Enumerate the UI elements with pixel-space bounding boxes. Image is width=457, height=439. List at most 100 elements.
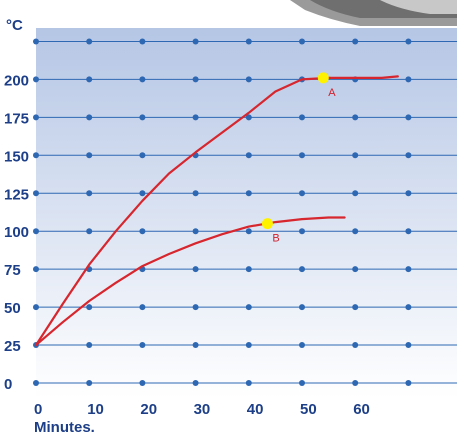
grid-dot: [405, 380, 412, 386]
grid-dot: [139, 380, 146, 386]
x-tick-label: 30: [194, 401, 211, 418]
grid-dot: [33, 266, 39, 273]
grid-dot: [139, 342, 146, 349]
grid-dot: [86, 304, 93, 311]
grid-dot: [245, 152, 252, 159]
grid-dot: [405, 76, 412, 83]
grid-dot: [405, 38, 412, 45]
y-tick-label: 100: [4, 224, 29, 241]
grid-dot: [245, 266, 252, 273]
grid-dot: [405, 190, 412, 197]
grid-dot: [192, 228, 199, 235]
grid-dot: [352, 228, 359, 235]
grid-dot: [245, 342, 252, 349]
grid-dot: [86, 228, 93, 235]
y-tick-label: 125: [4, 186, 29, 203]
x-axis-unit-label: Minutes.: [34, 419, 95, 436]
x-tick-label: 50: [300, 401, 317, 418]
x-tick-label: 0: [34, 401, 42, 418]
grid-dot: [299, 152, 305, 159]
grid-dot: [139, 304, 146, 311]
grid-dot: [192, 38, 199, 45]
grid-dot: [245, 38, 252, 45]
grid-dot: [245, 76, 252, 83]
grid-dot: [299, 380, 305, 386]
grid-dot: [33, 228, 39, 235]
grid-dot: [245, 380, 252, 386]
grid-dot: [352, 380, 359, 386]
grid-dot: [245, 114, 252, 121]
grid-dot: [245, 190, 252, 197]
grid-dot: [299, 342, 305, 349]
grid-dot: [192, 190, 199, 197]
grid-dot: [405, 228, 412, 235]
grid-dot: [405, 342, 412, 349]
x-tick-label: 10: [87, 401, 104, 418]
y-tick-label: 50: [4, 300, 21, 317]
grid-dot: [192, 76, 199, 83]
grid-dot: [299, 304, 305, 311]
y-axis-unit-label: °C: [6, 17, 23, 34]
point-marker-a: [317, 72, 329, 84]
grid-dot: [192, 304, 199, 311]
grid-dot: [299, 228, 305, 235]
grid-dot: [245, 304, 252, 311]
grid-dot: [299, 190, 305, 197]
grid-dot: [86, 38, 93, 45]
grid-dot: [33, 304, 39, 311]
x-tick-label: 20: [140, 401, 157, 418]
annotations: AB: [261, 72, 336, 245]
grid-dot: [352, 190, 359, 197]
grid-dot: [299, 266, 305, 273]
grid-dot: [86, 342, 93, 349]
y-tick-label: 200: [4, 72, 29, 89]
grid-dot: [86, 380, 93, 386]
grid-dot: [352, 114, 359, 121]
grid-dot: [139, 114, 146, 121]
grid-dot: [33, 380, 39, 386]
grid-dot: [192, 342, 199, 349]
point-marker-b: [261, 218, 273, 230]
series-line-2: [34, 216, 346, 347]
grid-dot: [139, 190, 146, 197]
grid-dot: [405, 114, 412, 121]
grid-dot: [352, 342, 359, 349]
grid-dot: [352, 266, 359, 273]
grid-dot: [33, 38, 39, 45]
grid-dot: [33, 76, 39, 83]
grid-dot: [352, 38, 359, 45]
y-tick-label: 0: [4, 376, 12, 393]
point-label-a: A: [328, 87, 336, 99]
point-label-b: B: [272, 233, 279, 245]
grid-dot: [192, 114, 199, 121]
grid-dot: [86, 190, 93, 197]
x-tick-label: 40: [247, 401, 264, 418]
grid-dot: [299, 114, 305, 121]
grid-dot: [33, 190, 39, 197]
grid-dot: [86, 152, 93, 159]
grid-dot: [86, 114, 93, 121]
grid-dot: [405, 266, 412, 273]
x-tick-label: 60: [353, 401, 370, 418]
photo-corner: [278, 0, 457, 28]
grid-dot: [139, 38, 146, 45]
grid-dot: [33, 114, 39, 121]
grid-dot: [192, 266, 199, 273]
grid-dot: [299, 38, 305, 45]
grid-dot: [86, 76, 93, 83]
grid-dot: [139, 152, 146, 159]
grid-dot: [352, 304, 359, 311]
grid-dot: [192, 380, 199, 386]
y-tick-label: 25: [4, 338, 21, 355]
series-layer: [34, 75, 399, 347]
grid: [33, 38, 457, 386]
grid-dot: [245, 228, 252, 235]
series-line-1: [34, 75, 399, 347]
y-tick-label: 175: [4, 110, 29, 127]
plot-background: [36, 28, 457, 398]
grid-dot: [33, 152, 39, 159]
grid-dot: [139, 76, 146, 83]
y-tick-label: 150: [4, 148, 29, 165]
grid-dot: [352, 152, 359, 159]
